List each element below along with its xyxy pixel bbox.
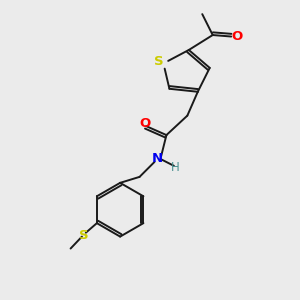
Text: S: S (79, 229, 88, 242)
Text: O: O (139, 117, 150, 130)
Text: H: H (171, 161, 180, 174)
Text: N: N (152, 152, 163, 166)
Text: S: S (154, 56, 164, 68)
Text: O: O (232, 30, 243, 43)
